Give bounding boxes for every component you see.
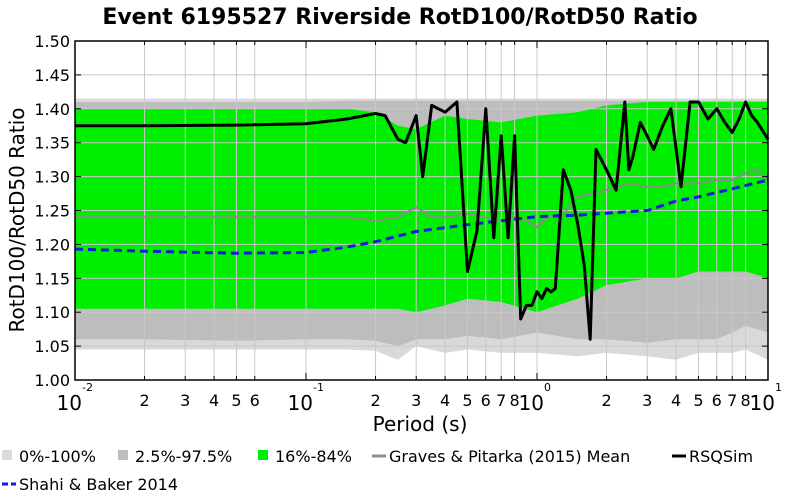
- legend-label-3: 16%-84%: [275, 447, 352, 466]
- percentile-bands: [75, 98, 768, 360]
- y-axis-label: RotD100/RotD50 Ratio: [5, 107, 29, 332]
- x-minor-tick-label-15: 4: [671, 391, 681, 410]
- x-minor-tick-label-17: 6: [712, 391, 722, 410]
- y-tick-label-1: 1.00: [34, 371, 70, 390]
- legend-swatch-2: [118, 450, 128, 460]
- y-tick-label-6: 1.25: [34, 202, 70, 221]
- y-tick-label-11: 1.50: [34, 32, 70, 51]
- x-major-tick-label-3: 10: [519, 391, 544, 415]
- legend-label-4: Graves & Pitarka (2015) Mean: [389, 447, 630, 466]
- x-minor-tick-label-8: 4: [440, 391, 450, 410]
- x-major-tick-exp-1: -2: [82, 381, 93, 394]
- y-axis-ticks: 1.00 1.05 1.10 1.15 1.20 1.25 1.30 1.35 1.40 1.45…: [34, 32, 768, 390]
- x-minor-tick-label-10: 6: [481, 391, 491, 410]
- x-minor-tick-label-5: 6: [250, 391, 260, 410]
- x-minor-tick-label-18: 7: [727, 391, 737, 410]
- series-line-2: [75, 100, 770, 341]
- y-tick-label-4: 1.15: [34, 269, 70, 288]
- legend-label-1: 0%-100%: [19, 447, 96, 466]
- legend-label-5: RSQSim: [689, 447, 753, 466]
- y-tick-label-8: 1.35: [34, 134, 70, 153]
- y-tick-label-2: 1.05: [34, 337, 70, 356]
- series-line-1: [75, 168, 769, 229]
- x-minor-tick-label-16: 5: [693, 391, 703, 410]
- legend: 0%-100% 2.5%-97.5% 16%-84% Graves & Pitarka…: [2, 447, 753, 494]
- x-minor-tick-label-14: 3: [642, 391, 652, 410]
- x-minor-tick-label-4: 5: [231, 391, 241, 410]
- legend-swatch-1: [2, 450, 12, 460]
- x-minor-tick-label-12: 8: [510, 391, 520, 410]
- x-major-tick-label-2: 10: [288, 391, 313, 415]
- legend-label-2: 2.5%-97.5%: [135, 447, 232, 466]
- chart-title: Event 6195527 Riverside RotD100/RotD50 R…: [102, 5, 697, 30]
- x-minor-tick-label-19: 8: [741, 391, 751, 410]
- x-minor-tick-label-11: 7: [496, 391, 506, 410]
- y-tick-label-3: 1.10: [34, 303, 70, 322]
- legend-label-6: Shahi & Baker 2014: [19, 475, 178, 494]
- x-major-tick-exp-2: -1: [313, 381, 324, 394]
- legend-swatch-3: [258, 450, 268, 460]
- x-minor-tick-label-13: 2: [601, 391, 611, 410]
- y-tick-label-9: 1.40: [34, 100, 70, 119]
- x-minor-tick-label-3: 4: [209, 391, 219, 410]
- x-minor-tick-label-6: 2: [370, 391, 380, 410]
- series-lines: [74, 100, 770, 341]
- x-minor-tick-label-2: 3: [180, 391, 190, 410]
- x-minor-tick-label-7: 3: [411, 391, 421, 410]
- x-major-tick-label-1: 10: [57, 391, 82, 415]
- x-axis-label: Period (s): [373, 412, 468, 436]
- x-major-tick-exp-4: 1: [775, 381, 782, 394]
- x-major-tick-exp-3: 0: [544, 381, 551, 394]
- x-minor-tick-label-1: 2: [139, 391, 149, 410]
- series-line-3: [74, 178, 769, 255]
- y-tick-label-10: 1.45: [34, 66, 70, 85]
- y-tick-label-7: 1.30: [34, 168, 70, 187]
- x-major-tick-label-4: 10: [750, 391, 775, 415]
- x-minor-tick-label-9: 5: [462, 391, 472, 410]
- y-tick-label-5: 1.20: [34, 235, 70, 254]
